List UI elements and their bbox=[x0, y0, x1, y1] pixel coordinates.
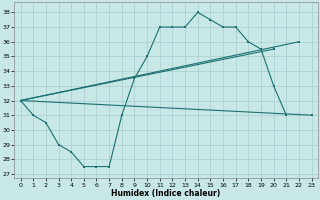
X-axis label: Humidex (Indice chaleur): Humidex (Indice chaleur) bbox=[111, 189, 221, 198]
